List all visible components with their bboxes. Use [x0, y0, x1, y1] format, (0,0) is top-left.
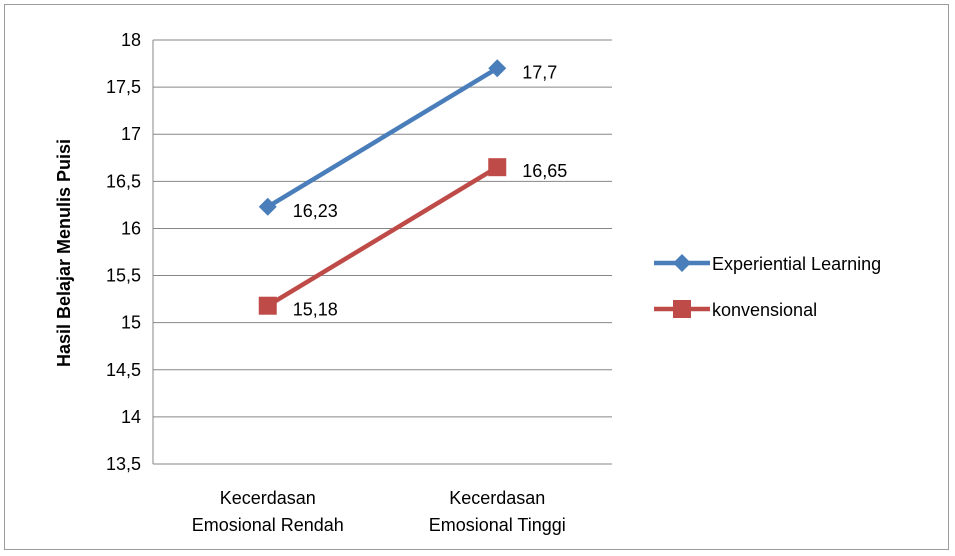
y-tick-label: 13,5	[106, 454, 141, 474]
data-point	[258, 197, 277, 216]
y-tick-label: 16	[121, 218, 141, 238]
legend-item: Experiential Learning	[654, 254, 881, 274]
data-point	[488, 59, 507, 78]
y-tick-label: 18	[121, 30, 141, 50]
y-tick-label: 16,5	[106, 171, 141, 191]
series-experiential-learning: 16,23 17,7	[258, 59, 557, 221]
data-label: 16,65	[522, 161, 567, 181]
series-konvensional: 15,18 16,65	[258, 158, 567, 320]
data-label: 17,7	[522, 62, 557, 82]
legend-label: Experiential Learning	[712, 254, 881, 274]
x-tick-label: Kecerdasan Emosional Rendah	[192, 488, 344, 535]
y-tick-label: 14,5	[106, 360, 141, 380]
y-tick-label: 15	[121, 313, 141, 333]
legend: Experiential Learning konvensional	[654, 254, 881, 320]
x-tick-label: Kecerdasan Emosional Tinggi	[429, 488, 566, 535]
series-line	[266, 165, 499, 308]
y-tick-label: 17	[121, 124, 141, 144]
data-label: 15,18	[293, 300, 338, 320]
x-tick-labels: Kecerdasan Emosional Rendah Kecerdasan Emos…	[192, 488, 566, 535]
legend-marker	[673, 254, 691, 272]
legend-label: konvensional	[712, 300, 817, 320]
legend-marker	[673, 300, 691, 318]
series-line	[266, 66, 499, 209]
y-tick-labels: 13,5 14 14,5 15 15,5 16 16,5 17 17,5 18	[106, 30, 141, 474]
y-axis-label: Hasil Belajar Menulis Puisi	[54, 139, 74, 367]
y-tick-label: 14	[121, 407, 141, 427]
data-point	[488, 158, 507, 177]
data-point	[258, 296, 277, 315]
y-tick-label: 15,5	[106, 266, 141, 286]
grid-lines	[152, 39, 612, 465]
legend-item: konvensional	[654, 300, 817, 320]
y-tick-label: 17,5	[106, 77, 141, 97]
chart-frame	[4, 4, 949, 550]
series-group: 16,23 17,7 15,18 16,65	[258, 59, 567, 320]
data-label: 16,23	[293, 201, 338, 221]
